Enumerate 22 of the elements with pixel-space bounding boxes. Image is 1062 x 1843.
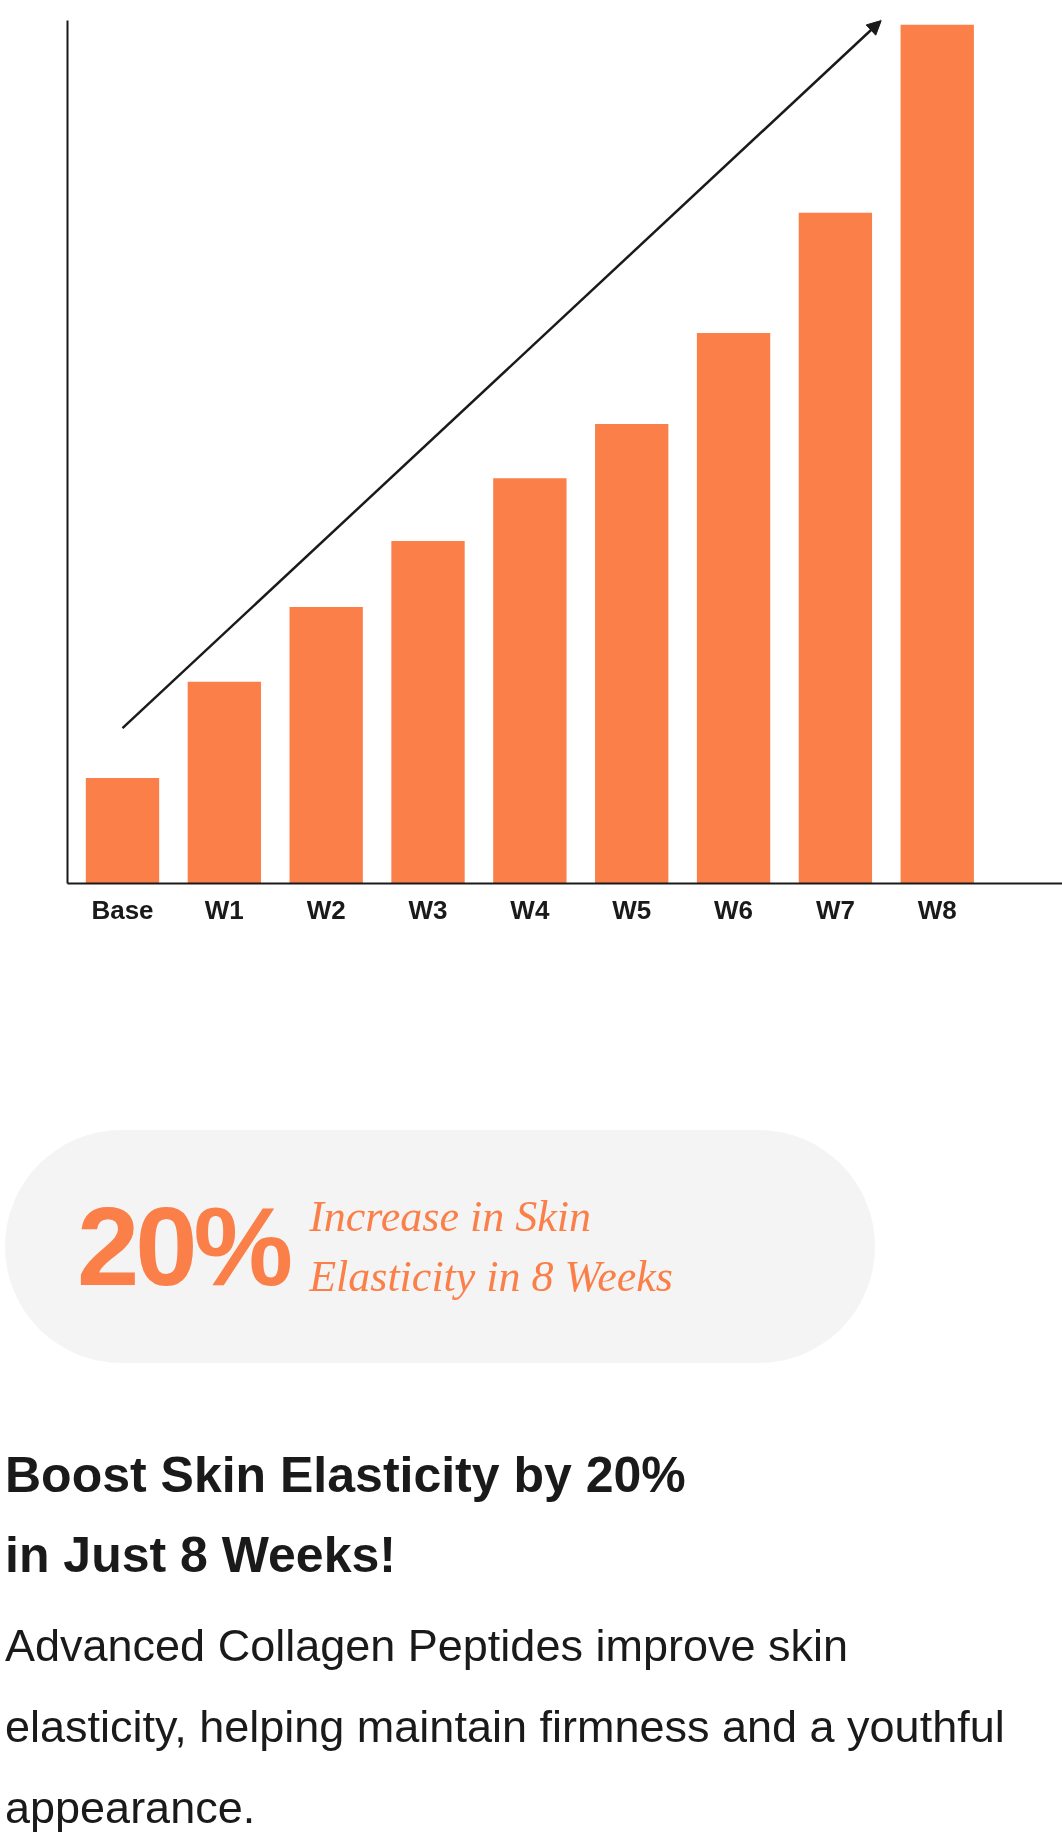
x-tick-label: W5 <box>612 894 652 925</box>
bar <box>798 212 873 884</box>
x-tick-label: W7 <box>815 894 855 925</box>
x-tick-label: W1 <box>204 894 244 925</box>
bar <box>696 333 771 884</box>
bar <box>595 424 669 884</box>
bar <box>391 540 465 884</box>
x-tick-label: W2 <box>306 894 346 925</box>
x-tick-label: W8 <box>917 894 957 925</box>
bar <box>493 478 567 884</box>
x-tick-label: W3 <box>408 894 448 925</box>
x-tick-label: W4 <box>510 894 550 925</box>
text: Advanced Collagen Peptides improve skin elasticity, helping maintain firmness and a youthful appearance. <box>5 1619 1006 1835</box>
text: 20% <box>77 1182 290 1311</box>
bar <box>900 24 974 884</box>
bar <box>85 777 160 884</box>
x-tick-label: W6 <box>714 894 754 925</box>
bar <box>289 607 363 884</box>
text: Boost Skin Elasticity by 20% in Just 8 Weeks! <box>5 1446 686 1585</box>
bar <box>187 681 261 884</box>
text: Increase in Skin Elasticity in 8 Weeks <box>309 1190 673 1303</box>
x-tick-label: Base <box>91 894 154 925</box>
